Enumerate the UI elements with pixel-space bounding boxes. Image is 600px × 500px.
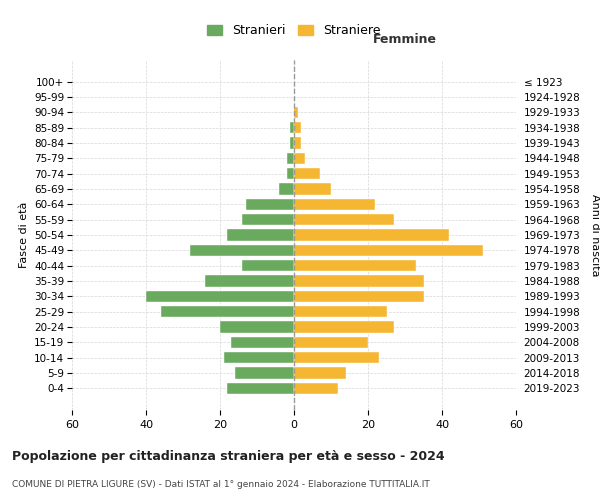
- Y-axis label: Anni di nascita: Anni di nascita: [590, 194, 600, 276]
- Bar: [224, 352, 294, 364]
- Bar: [294, 122, 301, 134]
- Bar: [294, 382, 338, 394]
- Bar: [294, 229, 449, 241]
- Bar: [294, 276, 424, 287]
- Bar: [294, 214, 394, 226]
- Bar: [220, 322, 294, 333]
- Bar: [294, 183, 331, 194]
- Bar: [235, 368, 294, 379]
- Bar: [287, 152, 294, 164]
- Bar: [294, 244, 482, 256]
- Bar: [294, 198, 376, 210]
- Bar: [294, 137, 301, 148]
- Bar: [242, 260, 294, 272]
- Bar: [294, 352, 379, 364]
- Bar: [294, 322, 394, 333]
- Bar: [294, 336, 368, 348]
- Y-axis label: Fasce di età: Fasce di età: [19, 202, 29, 268]
- Text: Femmine: Femmine: [373, 33, 437, 46]
- Bar: [287, 168, 294, 179]
- Bar: [190, 244, 294, 256]
- Bar: [294, 260, 416, 272]
- Bar: [294, 106, 298, 118]
- Text: Popolazione per cittadinanza straniera per età e sesso - 2024: Popolazione per cittadinanza straniera p…: [12, 450, 445, 463]
- Bar: [294, 368, 346, 379]
- Bar: [146, 290, 294, 302]
- Bar: [205, 276, 294, 287]
- Bar: [227, 382, 294, 394]
- Bar: [294, 290, 424, 302]
- Bar: [161, 306, 294, 318]
- Bar: [242, 214, 294, 226]
- Bar: [279, 183, 294, 194]
- Bar: [290, 137, 294, 148]
- Text: COMUNE DI PIETRA LIGURE (SV) - Dati ISTAT al 1° gennaio 2024 - Elaborazione TUTT: COMUNE DI PIETRA LIGURE (SV) - Dati ISTA…: [12, 480, 430, 489]
- Bar: [290, 122, 294, 134]
- Bar: [246, 198, 294, 210]
- Bar: [231, 336, 294, 348]
- Bar: [294, 168, 320, 179]
- Legend: Stranieri, Straniere: Stranieri, Straniere: [203, 20, 385, 42]
- Bar: [294, 152, 305, 164]
- Bar: [227, 229, 294, 241]
- Bar: [294, 306, 386, 318]
